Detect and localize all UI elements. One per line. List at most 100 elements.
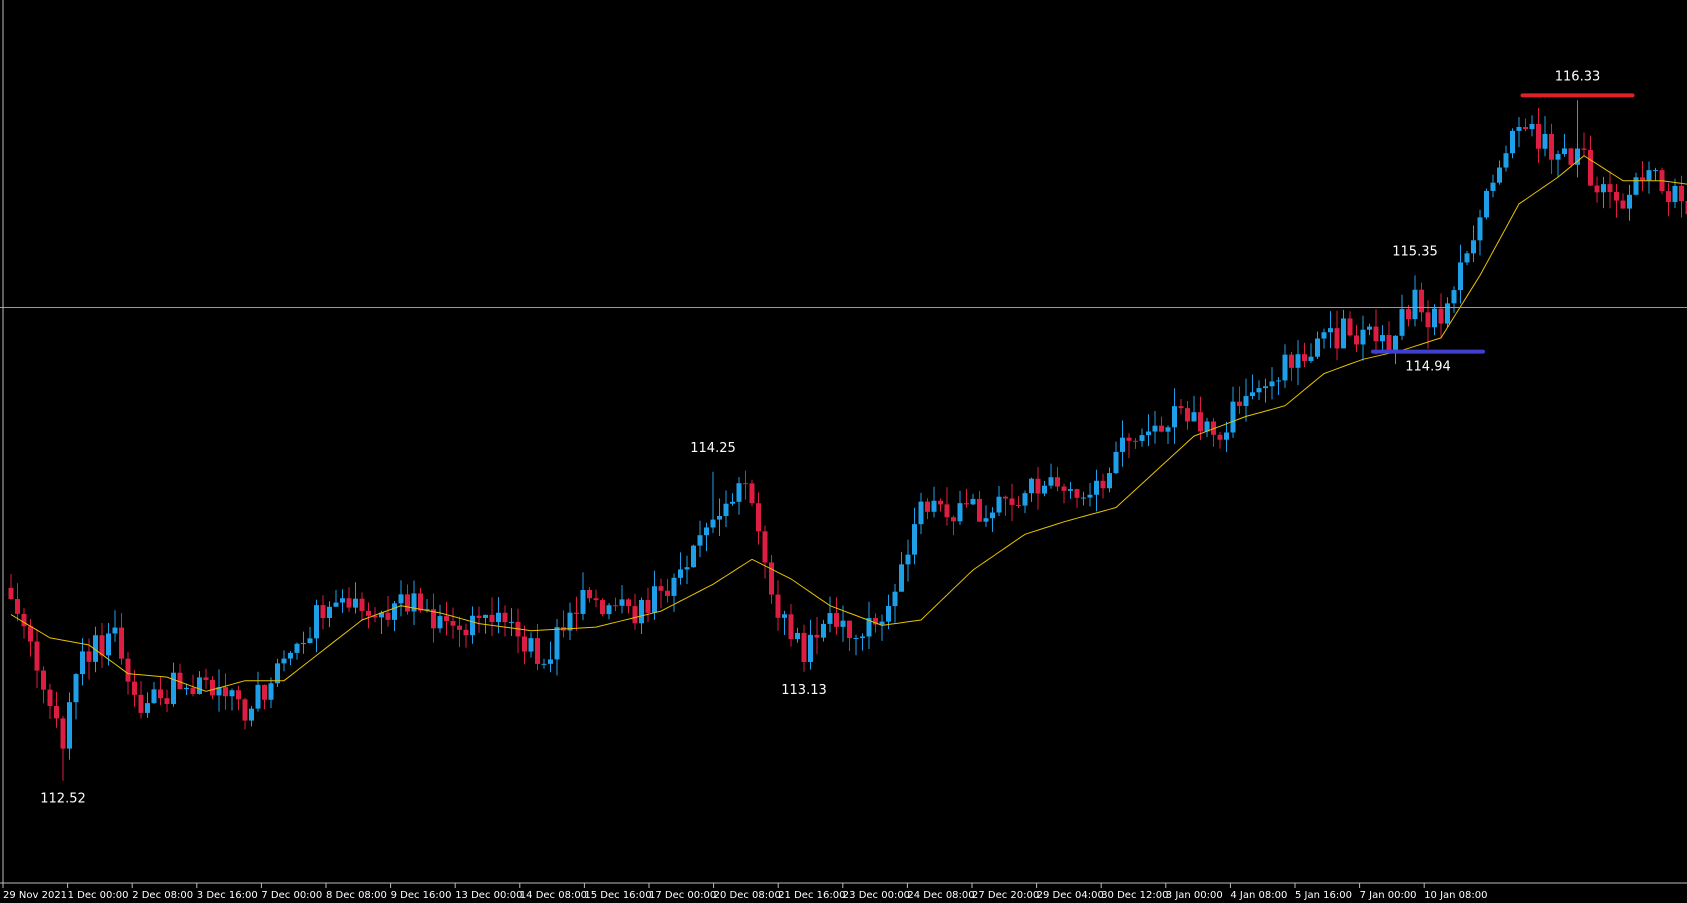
candle-body — [1191, 412, 1197, 422]
candle — [80, 638, 85, 686]
candle — [1334, 310, 1340, 361]
candle-body — [723, 503, 729, 516]
candle-body — [158, 689, 163, 699]
candle — [567, 602, 573, 640]
candle — [762, 525, 768, 579]
candle-body — [1588, 149, 1593, 186]
candle-body — [892, 591, 898, 607]
candle-body — [1224, 432, 1229, 440]
candle — [379, 610, 384, 634]
candle-body — [1367, 326, 1372, 330]
candle — [1471, 225, 1476, 263]
candle — [320, 595, 326, 630]
candle-body — [418, 593, 423, 611]
candle-body — [925, 501, 930, 512]
candle-body — [106, 633, 111, 656]
candle — [1243, 378, 1249, 422]
candle-body — [353, 598, 358, 608]
candle — [249, 706, 254, 727]
candle — [1614, 184, 1619, 218]
candle — [60, 715, 66, 781]
candle — [41, 666, 46, 704]
candle — [190, 674, 196, 697]
candle — [990, 507, 995, 532]
candle — [346, 587, 352, 613]
candle-body — [1061, 486, 1067, 491]
candle — [1451, 286, 1457, 313]
candle-body — [1068, 489, 1073, 491]
candle-body — [1581, 148, 1587, 150]
candle — [177, 663, 183, 690]
candle — [1679, 175, 1684, 218]
candle-body — [717, 515, 722, 520]
x-tick-label: 7 Jan 00:00 — [1360, 890, 1417, 901]
candle — [457, 616, 462, 648]
candle — [1477, 209, 1483, 256]
candle — [541, 658, 547, 669]
candle — [229, 688, 235, 711]
candle — [1100, 473, 1106, 499]
candle — [769, 555, 774, 604]
candle-body — [613, 605, 618, 607]
candle-body — [1120, 437, 1125, 452]
candle-body — [730, 501, 735, 504]
candle — [860, 633, 865, 651]
candle — [392, 600, 397, 632]
candle — [470, 606, 475, 644]
candle — [333, 590, 339, 607]
candle — [171, 662, 176, 707]
candle — [1419, 282, 1424, 322]
candle-body — [1029, 478, 1034, 494]
candle-body — [489, 614, 495, 623]
candle-body — [749, 483, 755, 504]
candle — [431, 593, 436, 643]
candle — [756, 492, 761, 545]
candle-body — [437, 616, 443, 629]
candle-body — [8, 587, 14, 600]
price-annotation: 114.25 — [690, 441, 736, 456]
x-tick-label: 29 Dec 04:00 — [1037, 890, 1104, 901]
candle — [496, 597, 501, 634]
candle-body — [112, 627, 118, 634]
candle-body — [775, 594, 781, 618]
candle-body — [1159, 425, 1164, 432]
candle — [853, 634, 859, 656]
candle — [983, 505, 989, 527]
candle — [1549, 123, 1554, 175]
candle-body — [619, 599, 625, 606]
candle-body — [970, 498, 976, 505]
candle — [1412, 275, 1418, 327]
candle-body — [957, 503, 963, 522]
candle — [275, 658, 280, 687]
candle — [119, 613, 124, 665]
candle — [301, 631, 306, 654]
candle-body — [80, 651, 85, 675]
candle — [236, 685, 241, 711]
candle — [1588, 135, 1593, 187]
candle — [866, 601, 872, 650]
candle-body — [424, 609, 430, 611]
candle — [398, 580, 404, 617]
candle-body — [1282, 354, 1288, 381]
x-tick-label: 30 Dec 12:00 — [1101, 890, 1168, 901]
candle-body — [710, 519, 716, 528]
candle-body — [1568, 148, 1574, 165]
candle-body — [1081, 497, 1086, 499]
candle — [1568, 148, 1574, 168]
candle-body — [1575, 148, 1580, 165]
candle — [502, 605, 508, 637]
candle-body — [535, 638, 540, 664]
candle-body — [197, 677, 202, 694]
candle — [1120, 420, 1125, 467]
candle — [242, 697, 248, 730]
candle-body — [528, 638, 534, 652]
candle — [1250, 374, 1255, 400]
candle-body — [216, 687, 222, 696]
candle-body — [333, 602, 339, 607]
candle — [1256, 380, 1262, 400]
candle-body — [242, 699, 248, 721]
x-tick-label: 3 Dec 16:00 — [197, 890, 258, 901]
candle — [1575, 100, 1580, 178]
candle-body — [977, 498, 982, 522]
candle-body — [990, 512, 995, 519]
